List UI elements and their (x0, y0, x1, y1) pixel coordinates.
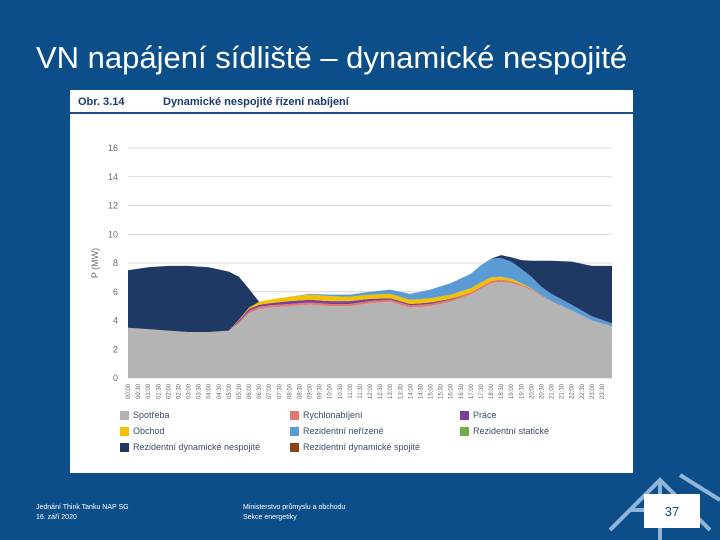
x-tick-label: 10:00 (328, 383, 334, 399)
x-tick-label: 06:00 (247, 383, 253, 399)
figure-title: Dynamické nespojité řízení nabíjení (163, 96, 349, 108)
x-tick-label: 09:00 (308, 383, 314, 399)
legend-swatch (290, 426, 299, 436)
legend-item: Rychlonabíjení (290, 410, 363, 420)
x-tick-label: 15:30 (439, 383, 445, 399)
legend-label: Rychlonabíjení (303, 410, 363, 420)
x-tick-label: 05:30 (237, 383, 243, 399)
figure-panel: 0 2 4 6 8 10 12 14 16 P (MW) 00:00 00:30 01:00 01:30 0… (70, 90, 633, 473)
x-tick-label: 00:30 (136, 383, 142, 399)
x-tick-label: 16:00 (449, 383, 455, 399)
legend-swatch (120, 426, 129, 436)
x-tick-label: 02:00 (166, 383, 172, 399)
legend-swatch (290, 410, 299, 420)
footer-date: 16. září 2020 (36, 514, 77, 521)
legend-item: Rezidentní dynamické spojité (290, 442, 420, 452)
area-series-rezidentni-dynamicke-nespojite (128, 255, 612, 332)
footer-meeting-name: Jednání Think Tanku NAP SG (36, 504, 129, 511)
x-tick-label: 12:30 (378, 383, 384, 399)
legend-item: Rezidentní statické (460, 426, 549, 436)
x-tick-label: 02:30 (176, 383, 182, 399)
x-tick-label: 07:30 (277, 383, 283, 399)
legend-swatch (460, 410, 469, 420)
x-tick-label: 13:00 (388, 383, 394, 399)
legend-item: Práce (460, 410, 497, 420)
figure-label: Obr. 3.14 (78, 96, 125, 108)
x-tick-label: 20:30 (539, 383, 545, 399)
x-tick-label: 20:00 (529, 383, 535, 399)
area-series-spotreba (128, 281, 612, 378)
x-tick-label: 15:00 (429, 383, 435, 399)
legend-label: Spotřeba (133, 410, 170, 420)
x-tick-label: 12:00 (368, 383, 374, 399)
y-tick-label: 4 (113, 316, 118, 326)
x-tick-label: 22:30 (580, 383, 586, 399)
x-tick-label: 21:30 (560, 383, 566, 399)
legend-swatch (120, 410, 129, 420)
y-tick-label: 10 (108, 229, 118, 239)
x-tick-label: 22:00 (570, 383, 576, 399)
y-axis-label: P (MW) (90, 248, 100, 278)
x-tick-label: 17:30 (479, 383, 485, 399)
x-tick-label: 23:00 (590, 383, 596, 399)
x-tick-label: 06:30 (257, 383, 263, 399)
footer-ministry: Ministerstvo průmyslu a obchodu (243, 504, 346, 511)
legend-label: Rezidentní neřízené (303, 426, 384, 436)
y-tick-label: 0 (113, 373, 118, 383)
legend-label: Rezidentní dynamické spojité (303, 442, 421, 452)
x-tick-label: 04:30 (217, 383, 223, 399)
x-tick-label: 03:30 (197, 383, 203, 399)
x-tick-label: 19:00 (509, 383, 515, 399)
area-chart: 0 2 4 6 8 10 12 14 16 P (MW) 00:00 00:30 01:00 01:30 0… (90, 143, 612, 399)
x-tick-label: 03:00 (187, 383, 193, 399)
y-tick-label: 14 (108, 172, 118, 182)
slide-title: VN napájení sídliště – dynamické nespoji… (36, 40, 628, 75)
footer-section: Sekce energetiky (243, 514, 297, 521)
footer-left: Jednání Think Tanku NAP SG 16. září 2020 (36, 503, 129, 523)
x-tick-label: 10:30 (338, 383, 344, 399)
y-tick-label: 16 (108, 143, 118, 153)
x-tick-label: 21:00 (550, 383, 556, 399)
legend-swatch (290, 442, 299, 452)
x-tick-label: 16:30 (459, 383, 465, 399)
y-tick-label: 8 (113, 258, 118, 268)
legend-label: Rezidentní statické (473, 426, 550, 436)
x-tick-label: 07:00 (267, 383, 273, 399)
page-number: 37 (644, 494, 700, 528)
legend-label: Obchod (133, 426, 165, 436)
x-tick-label: 04:00 (207, 383, 213, 399)
legend-item: Rezidentní neřízené (290, 426, 384, 436)
x-tick-label: 11:30 (358, 383, 364, 398)
legend-swatch (120, 442, 129, 452)
x-tick-label: 09:30 (318, 383, 324, 399)
x-tick-label: 11:00 (348, 383, 354, 398)
x-tick-label: 01:30 (156, 383, 162, 399)
x-tick-label: 01:00 (146, 383, 152, 399)
x-tick-label: 18:30 (499, 383, 505, 399)
x-tick-label: 23:30 (600, 383, 606, 399)
legend-swatch (460, 426, 469, 436)
y-tick-label: 6 (113, 287, 118, 297)
area-series-rezidentni-nerizene (128, 258, 612, 332)
x-tick-label: 13:30 (398, 383, 404, 399)
figure-title-underline (70, 112, 633, 114)
y-tick-label: 12 (108, 201, 118, 211)
legend-label: Rezidentní dynamické nespojité (133, 442, 261, 452)
x-tick-label: 17:00 (469, 383, 475, 399)
x-tick-label: 19:30 (519, 383, 525, 399)
legend-label: Práce (473, 410, 497, 420)
legend-item: Spotřeba (120, 410, 170, 420)
x-tick-label: 00:00 (126, 383, 132, 399)
x-tick-label: 05:00 (227, 383, 233, 399)
x-tick-label: 14:30 (418, 383, 424, 399)
x-tick-label: 14:00 (408, 383, 414, 399)
legend-item: Rezidentní dynamické nespojité (120, 442, 260, 452)
legend-item: Obchod (120, 426, 165, 436)
x-tick-label: 08:00 (287, 383, 293, 399)
footer-center: Ministerstvo průmyslu a obchodu Sekce en… (243, 503, 345, 523)
y-tick-label: 2 (113, 344, 118, 354)
x-tick-label: 18:00 (489, 383, 495, 399)
x-tick-label: 08:30 (297, 383, 303, 399)
